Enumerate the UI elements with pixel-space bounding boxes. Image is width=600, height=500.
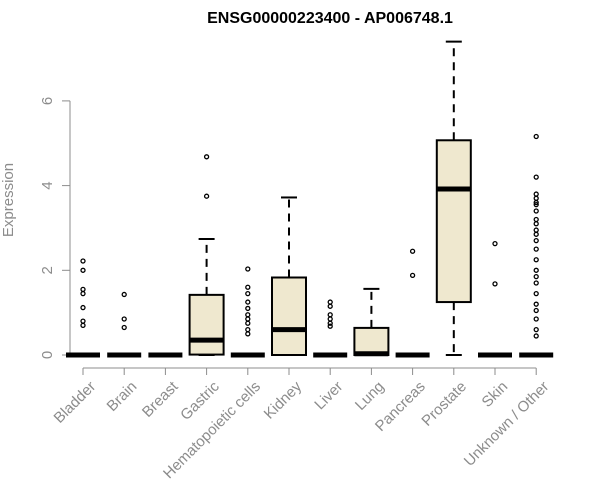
y-axis-label: Expression [0, 163, 17, 237]
outlier-point [80, 290, 86, 297]
box-hematopoietic-cells [230, 266, 265, 358]
x-tick-label: Breast [139, 378, 182, 421]
outlier-point [533, 199, 539, 206]
outlier-point [533, 333, 539, 339]
outlier-point [533, 316, 539, 322]
outlier-point [80, 258, 86, 264]
outlier-point [121, 316, 127, 322]
box-iqr [353, 326, 390, 356]
outlier-point [533, 191, 539, 197]
outlier-point [121, 324, 127, 331]
outlier-point [533, 257, 539, 263]
box-brain [107, 291, 142, 358]
x-tick-label: Skin [479, 378, 512, 411]
outlier-point [533, 174, 539, 180]
box-bladder [66, 258, 100, 358]
box-skin [478, 240, 512, 358]
x-tick-label: Lung [352, 378, 388, 414]
outlier-point [409, 272, 416, 279]
outlier-point [327, 312, 333, 318]
outlier-point [492, 281, 498, 287]
x-tick-label: Prostate [418, 378, 470, 430]
outlier-point [245, 316, 251, 322]
outlier-point [492, 240, 498, 247]
y-axis: 0 2 4 6 [39, 97, 71, 359]
outlier-point [80, 304, 86, 311]
outlier-point [533, 267, 539, 273]
outlier-point [245, 320, 251, 326]
outlier-point [80, 267, 86, 273]
box-iqr [435, 139, 472, 304]
outlier-point [327, 303, 333, 309]
box-gastric [188, 154, 225, 356]
outlier-point [533, 274, 539, 280]
x-tick-label: Bladder [51, 378, 100, 427]
y-tick-label: 6 [39, 97, 56, 105]
outlier-point [533, 195, 539, 201]
outlier-point [203, 193, 210, 199]
box-pancreas [395, 248, 430, 358]
outlier-point [121, 291, 127, 298]
outlier-point [327, 299, 333, 305]
outlier-point [245, 284, 251, 290]
outlier-point [533, 208, 539, 214]
outlier-point [533, 227, 539, 233]
outlier-point [533, 231, 539, 237]
outlier-point [80, 322, 86, 329]
plot-area [66, 40, 554, 358]
x-tick-label: Liver [311, 378, 346, 413]
outlier-point [533, 307, 539, 314]
outlier-point [203, 154, 210, 160]
outlier-point [245, 305, 251, 312]
outlier-point [245, 312, 251, 318]
x-tick-label: Brain [104, 378, 141, 415]
outlier-point [245, 266, 251, 272]
outlier-point [533, 238, 539, 244]
box-prostate [435, 40, 472, 356]
outlier-point [80, 318, 86, 324]
outlier-point [533, 221, 539, 227]
outlier-point [533, 290, 539, 297]
outlier-point [533, 301, 539, 307]
box-lung [353, 287, 390, 357]
outlier-point [409, 248, 416, 254]
outlier-point [533, 246, 539, 252]
x-tick-label: Kidney [261, 378, 306, 423]
outlier-point [533, 202, 539, 208]
chart-title: ENSG00000223400 - AP006748.1 [207, 10, 453, 27]
box-liver [313, 299, 348, 358]
outlier-point [327, 320, 333, 326]
outlier-point [245, 290, 251, 297]
outlier-point [80, 286, 86, 293]
box-iqr [188, 293, 225, 356]
box-kidney [271, 196, 307, 357]
outlier-point [533, 133, 539, 140]
box-unknown-other [519, 133, 554, 358]
outlier-point [327, 323, 333, 329]
outlier-point [533, 326, 539, 333]
y-tick-label: 0 [39, 351, 56, 359]
outlier-point [533, 280, 539, 286]
outlier-point [327, 316, 333, 322]
y-tick-label: 2 [39, 266, 56, 274]
outlier-point [533, 216, 539, 223]
outlier-point [245, 331, 251, 337]
outlier-point [245, 326, 251, 333]
box-iqr [271, 276, 307, 357]
outlier-point [245, 299, 251, 305]
y-tick-label: 4 [39, 181, 56, 189]
